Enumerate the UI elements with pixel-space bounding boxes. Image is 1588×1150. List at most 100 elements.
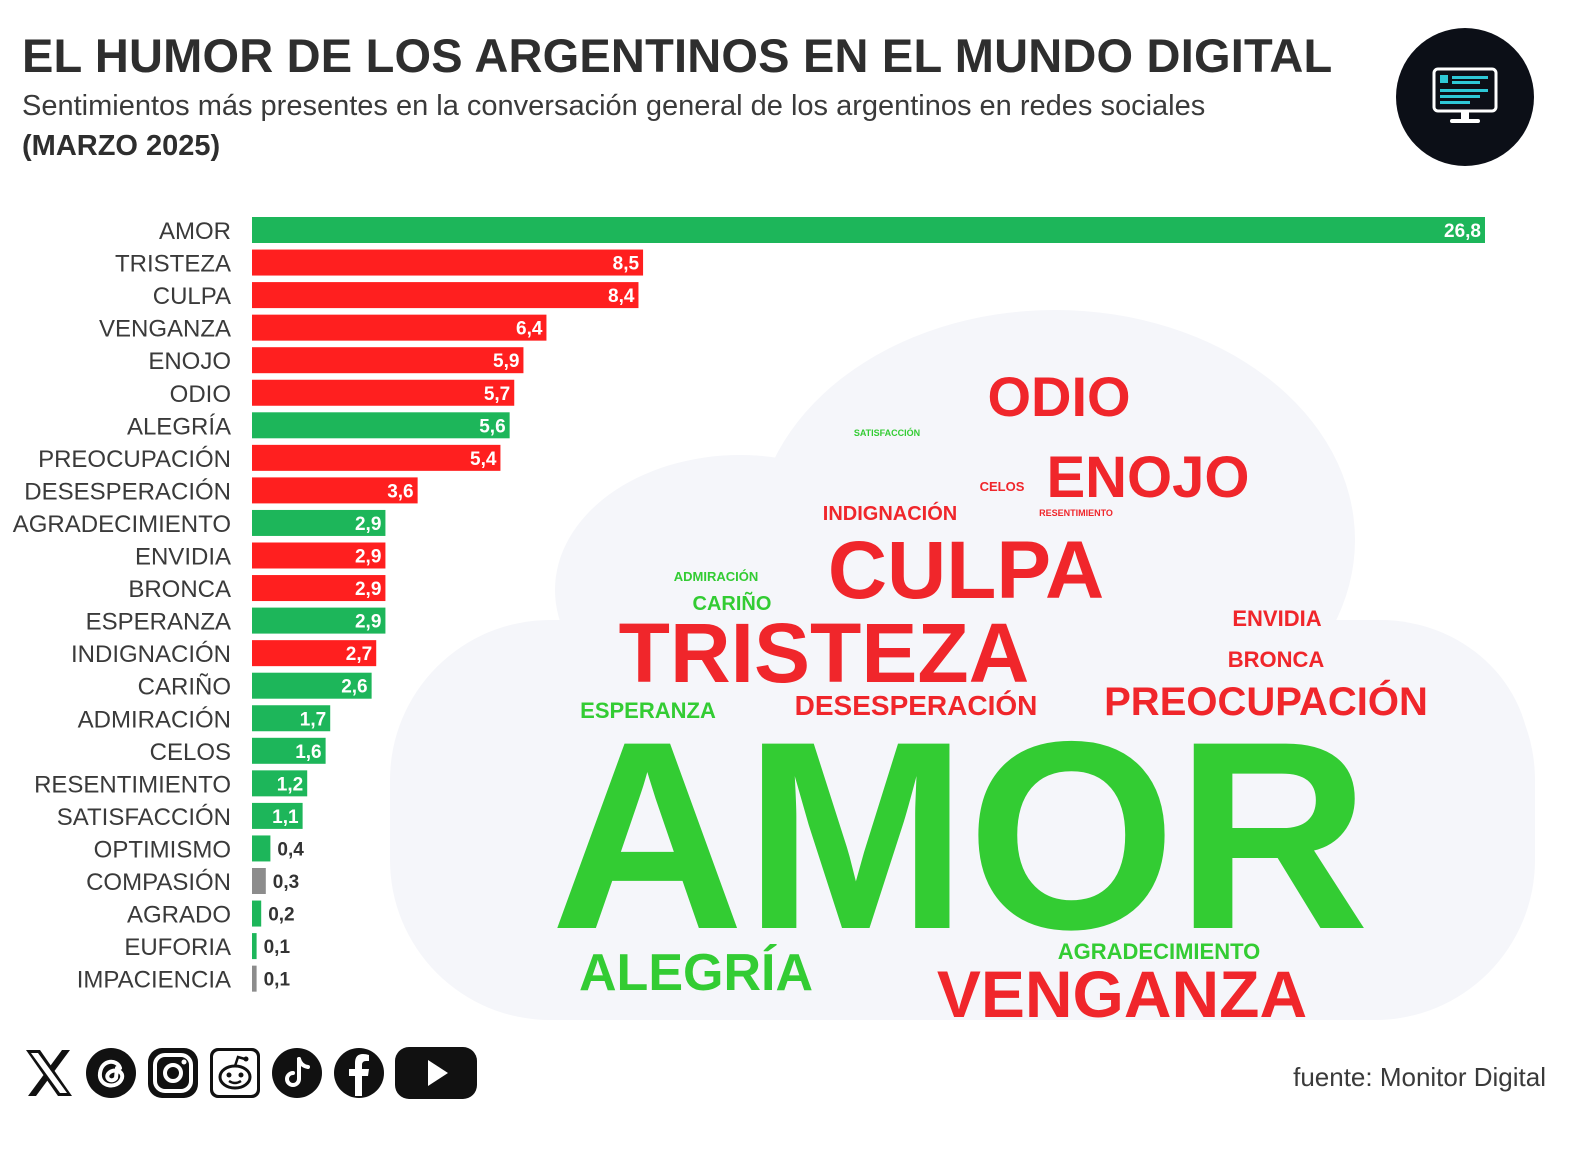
cloud-word-agradecimiento: AGRADECIMIENTO [1058,939,1261,964]
bar-compasión [252,868,266,894]
value-label: 5,7 [484,384,510,405]
cloud-word-preocupación: PREOCUPACIÓN [1104,678,1428,724]
value-label: 0,1 [264,937,291,958]
period-label: (MARZO 2025) [22,130,221,162]
cloud-word-celos: CELOS [980,479,1025,494]
category-label: ESPERANZA [86,609,231,636]
category-label: OPTIMISMO [94,836,231,863]
value-label: 0,3 [273,872,299,893]
page-title: EL HUMOR DE LOS ARGENTINOS EN EL MUNDO D… [22,29,1333,82]
tiktok-icon[interactable] [270,1046,324,1100]
value-label: 2,9 [355,547,381,568]
value-label: 26,8 [1444,221,1481,242]
category-label: CULPA [153,283,231,310]
category-label: ENOJO [148,348,231,375]
category-label: CARIÑO [138,674,231,701]
cloud-word-admiración: ADMIRACIÓN [674,569,759,584]
bar-chart: AMOR 26,8 TRISTEZA 8,5 CULPA 8,4 VENGANZA 6,4 EN… [13,217,1485,994]
bar-odio [252,379,515,406]
value-label: 2,9 [355,514,381,535]
value-label: 0,1 [264,970,291,991]
bar-indignación [252,640,377,667]
threads-icon[interactable] [84,1046,138,1100]
bar-resentimiento [252,770,308,797]
word-cloud-background [390,310,1535,1020]
category-label: EUFORIA [124,934,231,961]
source-label: fuente: Monitor Digital [1293,1062,1546,1092]
bar-agradecimiento [252,509,386,536]
bar-agrado [252,900,262,927]
bar-alegría [252,412,510,439]
value-label: 0,4 [277,839,304,860]
category-label: IMPACIENCIA [77,967,231,994]
bar-satisfacción [252,802,303,829]
category-label: INDIGNACIÓN [71,641,231,668]
bar-celos [252,737,326,764]
cloud-word-satisfacción: SATISFACCIÓN [854,427,920,438]
value-label: 5,4 [470,449,497,470]
value-label: 1,2 [277,774,303,795]
value-label: 8,4 [608,286,635,307]
cloud-word-alegría: ALEGRÍA [579,944,813,1002]
value-label: 1,1 [272,807,299,828]
reddit-icon[interactable] [208,1046,262,1100]
value-label: 1,7 [300,709,326,730]
cloud-word-indignación: INDIGNACIÓN [823,501,957,525]
bar-cariño [252,672,372,699]
category-label: VENGANZA [99,316,231,343]
bar-admiración [252,705,331,732]
bar-euforia [252,933,257,960]
category-label: ODIO [170,381,231,408]
bar-optimismo [252,835,271,862]
social-icons [22,1046,478,1100]
category-label: SATISFACCIÓN [57,804,231,831]
page-subtitle: Sentimientos más presentes en la convers… [22,90,1206,122]
cloud-word-culpa: CULPA [828,525,1104,616]
cloud-word-amor: AMOR [551,685,1370,985]
cloud-word-envidia: ENVIDIA [1232,606,1321,631]
category-label: AGRADECIMIENTO [13,511,231,538]
value-label: 5,6 [479,416,505,437]
bar-bronca [252,575,386,602]
category-label: AMOR [159,218,231,245]
facebook-icon[interactable] [332,1046,386,1100]
category-label: ENVIDIA [135,544,231,571]
cloud-word-odio: ODIO [987,365,1130,428]
value-label: 2,9 [355,579,381,600]
cloud-word-bronca: BRONCA [1228,647,1325,672]
category-label: AGRADO [127,902,231,929]
youtube-icon[interactable] [394,1046,478,1100]
value-label: 0,2 [268,905,294,926]
value-label: 2,7 [346,644,372,665]
value-label: 2,9 [355,612,381,633]
value-label: 8,5 [613,254,640,275]
cloud-word-desesperación: DESESPERACIÓN [795,690,1038,721]
instagram-icon[interactable] [146,1046,200,1100]
category-label: ADMIRACIÓN [78,706,231,733]
category-label: CELOS [150,739,231,766]
bar-preocupación [252,444,501,471]
bar-impaciencia [252,965,257,992]
value-label: 3,6 [387,481,413,502]
cloud-word-resentimiento: RESENTIMIENTO [1039,508,1113,518]
x-icon[interactable] [22,1046,76,1100]
bar-amor [252,217,1485,243]
bar-enojo [252,347,524,374]
monitor-logo-icon [1396,28,1534,166]
category-label: COMPASIÓN [86,869,231,896]
value-label: 6,4 [516,319,543,340]
bar-culpa [252,282,639,309]
category-label: DESESPERACIÓN [24,478,231,505]
category-label: RESENTIMIENTO [34,771,231,798]
value-label: 1,6 [295,742,321,763]
cloud-word-cariño: CARIÑO [693,592,772,615]
value-label: 5,9 [493,351,519,372]
cloud-word-tristeza: TRISTEZA [619,606,1030,700]
bar-esperanza [252,607,386,634]
bar-desesperación [252,477,418,504]
category-label: TRISTEZA [115,251,231,278]
cloud-word-venganza: VENGANZA [937,957,1307,1031]
bar-venganza [252,314,547,341]
category-label: ALEGRÍA [127,413,231,440]
